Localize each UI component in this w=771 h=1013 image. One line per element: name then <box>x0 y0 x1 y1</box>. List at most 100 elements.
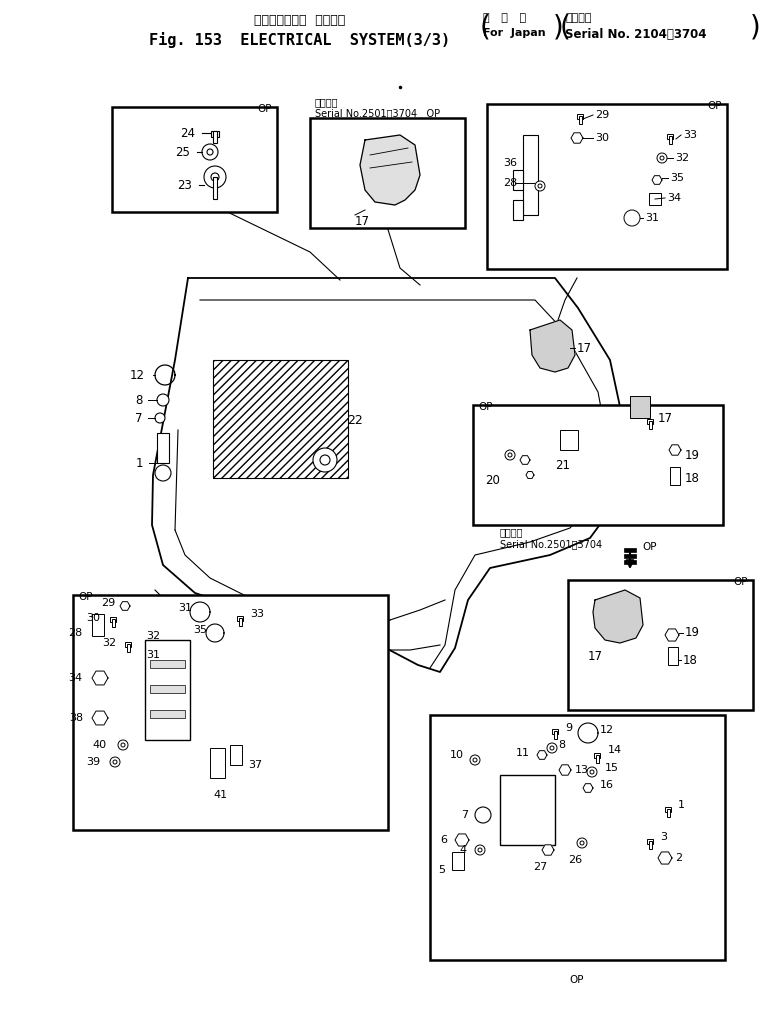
Text: 6: 6 <box>440 835 447 845</box>
Text: Serial No.2501～3704: Serial No.2501～3704 <box>500 539 602 549</box>
Text: OP: OP <box>78 592 93 602</box>
Bar <box>112 619 115 627</box>
Circle shape <box>320 455 330 465</box>
Circle shape <box>155 413 165 423</box>
Bar <box>552 729 558 734</box>
Text: 34: 34 <box>667 193 681 203</box>
Bar <box>560 430 578 450</box>
Text: 30: 30 <box>595 133 609 143</box>
Circle shape <box>547 743 557 753</box>
Circle shape <box>657 153 667 163</box>
Bar <box>668 136 672 144</box>
Bar <box>473 405 723 525</box>
Circle shape <box>580 841 584 845</box>
Polygon shape <box>537 751 547 760</box>
Text: Serial No. 2104～3704: Serial No. 2104～3704 <box>565 28 706 41</box>
Text: 36: 36 <box>503 158 517 168</box>
Circle shape <box>155 465 171 481</box>
Text: 31: 31 <box>645 213 659 223</box>
Bar <box>126 644 130 652</box>
Text: 2: 2 <box>675 853 682 863</box>
Text: 17: 17 <box>588 650 603 663</box>
Text: 33: 33 <box>683 130 697 140</box>
Text: 7: 7 <box>461 810 468 820</box>
Text: (: ( <box>480 13 491 41</box>
Text: 19: 19 <box>685 626 700 639</box>
Polygon shape <box>665 629 679 641</box>
Circle shape <box>110 757 120 767</box>
Bar <box>666 809 669 817</box>
Bar <box>648 421 651 428</box>
Circle shape <box>121 743 125 747</box>
Text: 3: 3 <box>660 832 667 842</box>
Circle shape <box>587 767 597 777</box>
Polygon shape <box>593 590 643 643</box>
Text: OP: OP <box>642 542 656 552</box>
Circle shape <box>478 848 482 852</box>
Bar <box>624 560 636 564</box>
Bar <box>647 419 653 424</box>
Bar <box>667 134 673 139</box>
Text: 31: 31 <box>146 650 160 660</box>
Polygon shape <box>520 456 530 464</box>
Bar <box>668 647 678 665</box>
Circle shape <box>660 156 664 160</box>
Circle shape <box>577 838 587 848</box>
Polygon shape <box>526 471 534 478</box>
Bar <box>213 177 217 199</box>
Text: 適用号機: 適用号機 <box>565 13 591 23</box>
Bar <box>624 554 636 558</box>
Bar <box>230 745 242 765</box>
Text: 12: 12 <box>600 725 614 735</box>
Text: 21: 21 <box>555 459 570 471</box>
Bar <box>210 748 225 778</box>
Text: 13: 13 <box>575 765 589 775</box>
Text: 33: 33 <box>250 609 264 619</box>
Text: 国   内   向: 国 内 向 <box>483 13 526 23</box>
Bar <box>150 660 185 668</box>
Bar <box>157 433 169 463</box>
Circle shape <box>204 166 226 188</box>
Text: 16: 16 <box>600 780 614 790</box>
Text: 25: 25 <box>175 146 190 158</box>
Circle shape <box>550 746 554 750</box>
Text: 32: 32 <box>675 153 689 163</box>
Polygon shape <box>571 133 583 143</box>
Bar <box>513 170 523 190</box>
Bar <box>554 731 557 739</box>
Bar <box>237 616 243 621</box>
Bar <box>213 360 348 478</box>
Text: 4: 4 <box>460 845 467 855</box>
Circle shape <box>505 450 515 460</box>
Circle shape <box>475 807 491 823</box>
Bar <box>310 118 465 228</box>
Polygon shape <box>542 845 554 855</box>
Bar <box>648 841 651 849</box>
Text: 30: 30 <box>86 613 100 623</box>
Bar <box>649 193 661 205</box>
Bar <box>624 548 636 552</box>
Text: For  Japan: For Japan <box>483 28 546 38</box>
Text: 18: 18 <box>683 653 698 667</box>
Polygon shape <box>669 445 681 455</box>
Circle shape <box>624 210 640 226</box>
Text: Fig. 153  ELECTRICAL  SYSTEM(3/3): Fig. 153 ELECTRICAL SYSTEM(3/3) <box>150 32 450 48</box>
Circle shape <box>538 184 542 188</box>
Text: 28: 28 <box>68 628 82 638</box>
Circle shape <box>313 448 337 472</box>
Bar <box>647 839 653 844</box>
Text: 9: 9 <box>565 723 572 733</box>
Text: 28: 28 <box>503 178 517 188</box>
Bar <box>92 614 104 636</box>
Polygon shape <box>658 852 672 864</box>
Text: 7: 7 <box>136 411 143 424</box>
Text: 24: 24 <box>180 127 195 140</box>
Text: 17: 17 <box>658 411 673 424</box>
Text: 19: 19 <box>685 449 700 462</box>
Text: 適用号機: 適用号機 <box>500 527 524 537</box>
Bar <box>125 642 131 647</box>
Polygon shape <box>92 671 108 685</box>
Text: 1: 1 <box>678 800 685 810</box>
Bar <box>670 467 680 485</box>
Polygon shape <box>120 602 130 610</box>
